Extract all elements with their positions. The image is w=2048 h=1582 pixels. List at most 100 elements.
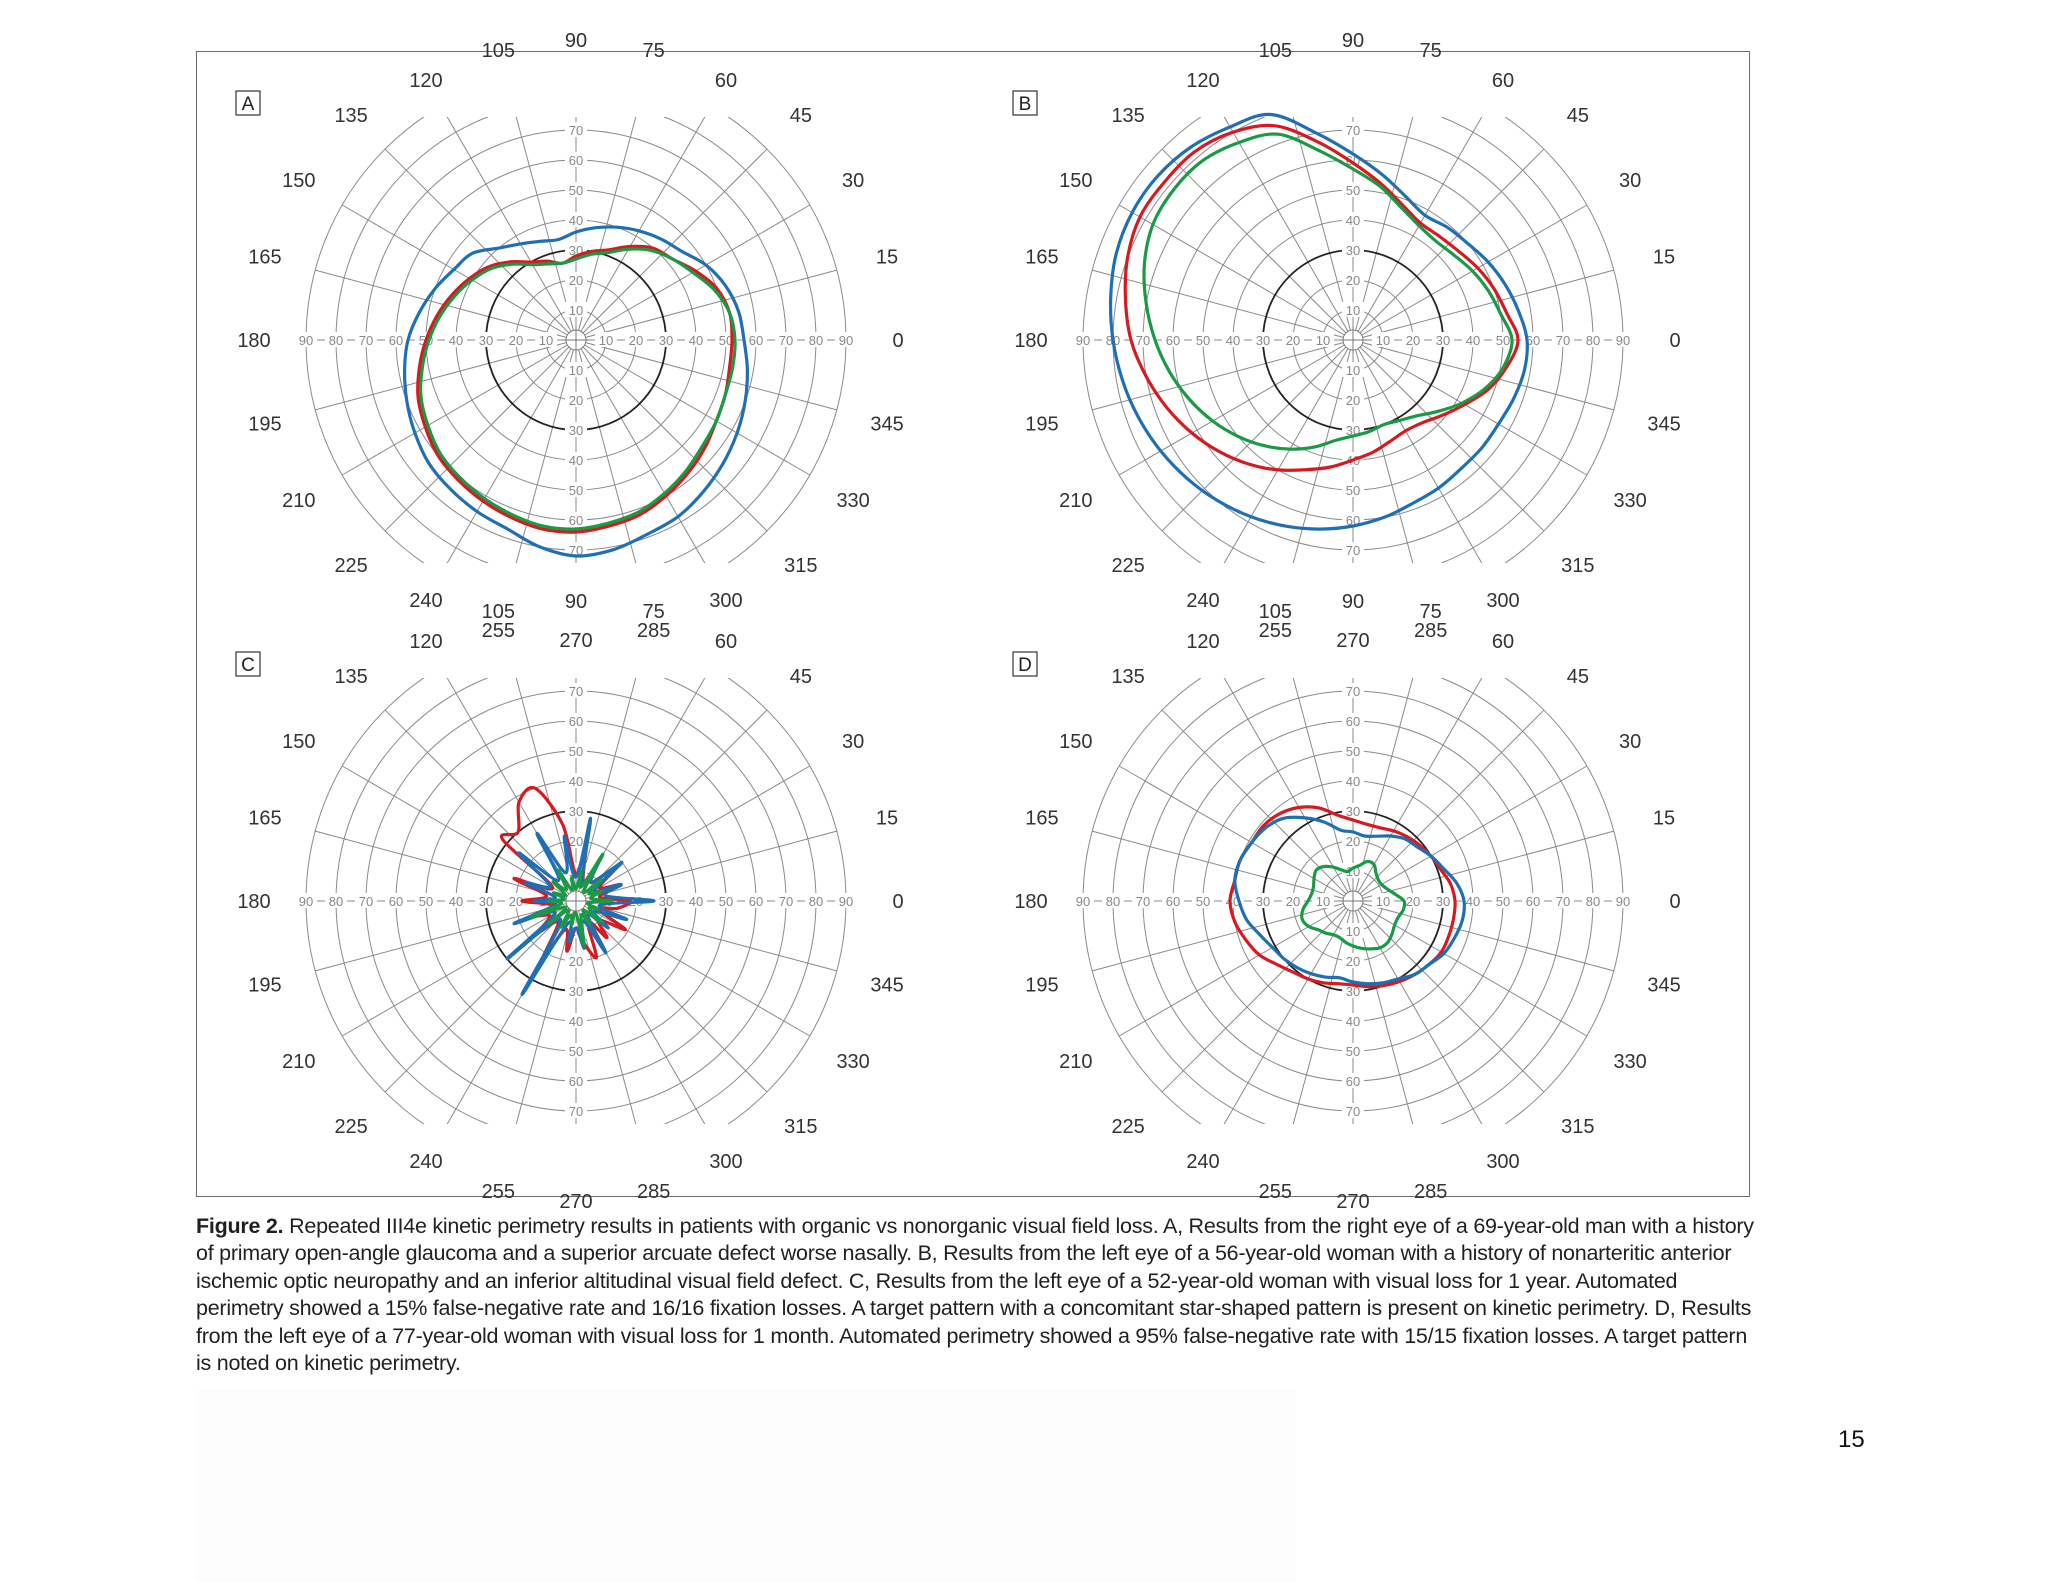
radius-label: 20 bbox=[509, 333, 523, 348]
radius-label: 30 bbox=[1256, 333, 1270, 348]
caption-text: Repeated III4e kinetic perimetry results… bbox=[196, 1214, 1754, 1376]
radius-label: 70 bbox=[1136, 333, 1150, 348]
grid-spoke bbox=[515, 339, 577, 563]
angle-label: 240 bbox=[1186, 590, 1219, 612]
grid-spoke bbox=[1352, 900, 1545, 1093]
angle-label: 195 bbox=[248, 413, 281, 435]
angle-label: 75 bbox=[1420, 40, 1442, 62]
radius-label: 10 bbox=[1316, 894, 1330, 909]
grid-spoke bbox=[575, 678, 637, 902]
grid-spoke bbox=[1223, 117, 1354, 341]
radius-label: 50 bbox=[569, 183, 583, 198]
grid-spoke bbox=[384, 148, 577, 341]
radius-label: 70 bbox=[1136, 894, 1150, 909]
grid-spoke bbox=[1352, 339, 1414, 563]
radius-label: 70 bbox=[1346, 1104, 1360, 1119]
radius-label: 50 bbox=[1346, 744, 1360, 759]
radius-label: 30 bbox=[659, 333, 673, 348]
angle-label: 165 bbox=[1025, 808, 1058, 830]
grid-spoke bbox=[315, 339, 577, 411]
radius-label: 20 bbox=[1406, 333, 1420, 348]
grid-spoke bbox=[1292, 339, 1354, 563]
angle-label: 315 bbox=[784, 1116, 817, 1138]
grid-spoke bbox=[1352, 678, 1483, 902]
angle-label: 300 bbox=[709, 1151, 742, 1173]
grid-spoke bbox=[446, 678, 577, 902]
radius-label: 70 bbox=[1556, 894, 1570, 909]
angle-label: 240 bbox=[409, 590, 442, 612]
radius-label: 40 bbox=[569, 453, 583, 468]
angle-label: 300 bbox=[1486, 590, 1519, 612]
radius-label: 70 bbox=[569, 123, 583, 138]
radius-label: 30 bbox=[1256, 894, 1270, 909]
grid-spoke bbox=[315, 900, 577, 972]
grid-spoke bbox=[575, 709, 768, 902]
angle-label: 60 bbox=[715, 70, 737, 92]
angle-label: 0 bbox=[1669, 891, 1680, 913]
perimetry-panel-a: 10 10 20 20 30 30 40 40 50 50 60 60 70 70 90 80 70 60 50 40… bbox=[235, 30, 904, 652]
radius-label: 90 bbox=[1616, 894, 1630, 909]
grid-spoke bbox=[575, 765, 811, 902]
angle-label: 120 bbox=[409, 70, 442, 92]
angle-label: 195 bbox=[248, 974, 281, 996]
radius-label: 50 bbox=[1496, 333, 1510, 348]
angle-label: 255 bbox=[1259, 1181, 1292, 1203]
angle-label: 45 bbox=[1567, 105, 1589, 127]
angle-label: 15 bbox=[1653, 247, 1675, 269]
radius-label: 20 bbox=[1286, 894, 1300, 909]
grid-spoke bbox=[1352, 678, 1414, 902]
radius-label: 50 bbox=[1346, 483, 1360, 498]
isopter-curve bbox=[1142, 132, 1514, 451]
grid-spoke bbox=[341, 765, 577, 902]
grid-spoke bbox=[1292, 117, 1354, 341]
angle-label: 150 bbox=[282, 170, 315, 192]
angle-label: 255 bbox=[482, 620, 515, 642]
angle-label: 15 bbox=[1653, 808, 1675, 830]
grid-spoke bbox=[575, 900, 637, 1124]
angle-label: 0 bbox=[892, 330, 903, 352]
radius-label: 80 bbox=[809, 894, 823, 909]
grid-spoke bbox=[341, 204, 577, 341]
radius-label: 60 bbox=[1346, 714, 1360, 729]
radius-label: 30 bbox=[659, 894, 673, 909]
angle-label: 120 bbox=[1186, 70, 1219, 92]
radius-label: 90 bbox=[1076, 333, 1090, 348]
angle-label: 0 bbox=[1669, 330, 1680, 352]
perimetry-panel-d: 10 10 20 20 30 30 40 40 50 50 60 60 70 70 90 80 70 60 50 40… bbox=[1012, 591, 1681, 1213]
radius-label: 70 bbox=[569, 1104, 583, 1119]
radius-label: 10 bbox=[569, 303, 583, 318]
radius-label: 10 bbox=[1376, 894, 1390, 909]
grid-spoke bbox=[1118, 900, 1354, 1037]
radius-label: 50 bbox=[1196, 894, 1210, 909]
angle-label: 330 bbox=[1613, 490, 1646, 512]
angle-label: 135 bbox=[334, 105, 367, 127]
angle-label: 150 bbox=[282, 731, 315, 753]
radius-label: 10 bbox=[1346, 363, 1360, 378]
grid-spoke bbox=[446, 117, 577, 341]
grid-spoke bbox=[575, 339, 837, 411]
panel-letter-box bbox=[235, 651, 261, 677]
grid-spoke bbox=[384, 900, 577, 1093]
radius-label: 90 bbox=[839, 333, 853, 348]
grid-spoke bbox=[1223, 900, 1354, 1124]
grid-spoke bbox=[1161, 709, 1354, 902]
radius-label: 60 bbox=[569, 714, 583, 729]
perimetry-panel-b: 10 10 20 20 30 30 40 40 50 50 60 60 70 70 90 80 70 60 50 40… bbox=[1012, 30, 1681, 652]
faint-background-region bbox=[196, 1390, 1296, 1582]
angle-label: 75 bbox=[643, 40, 665, 62]
angle-label: 270 bbox=[559, 1191, 592, 1213]
radius-label: 30 bbox=[569, 804, 583, 819]
grid-spoke bbox=[1223, 339, 1354, 563]
angle-label: 330 bbox=[836, 490, 869, 512]
grid-spoke bbox=[1352, 117, 1414, 341]
radius-label: 50 bbox=[1346, 1044, 1360, 1059]
grid-spoke bbox=[1352, 900, 1588, 1037]
angle-label: 255 bbox=[1259, 620, 1292, 642]
radius-label: 50 bbox=[1196, 333, 1210, 348]
grid-spoke bbox=[1352, 900, 1614, 972]
angle-label: 60 bbox=[715, 631, 737, 653]
radius-label: 40 bbox=[1346, 1014, 1360, 1029]
angle-label: 210 bbox=[1059, 490, 1092, 512]
panel-letter-box bbox=[235, 90, 261, 116]
